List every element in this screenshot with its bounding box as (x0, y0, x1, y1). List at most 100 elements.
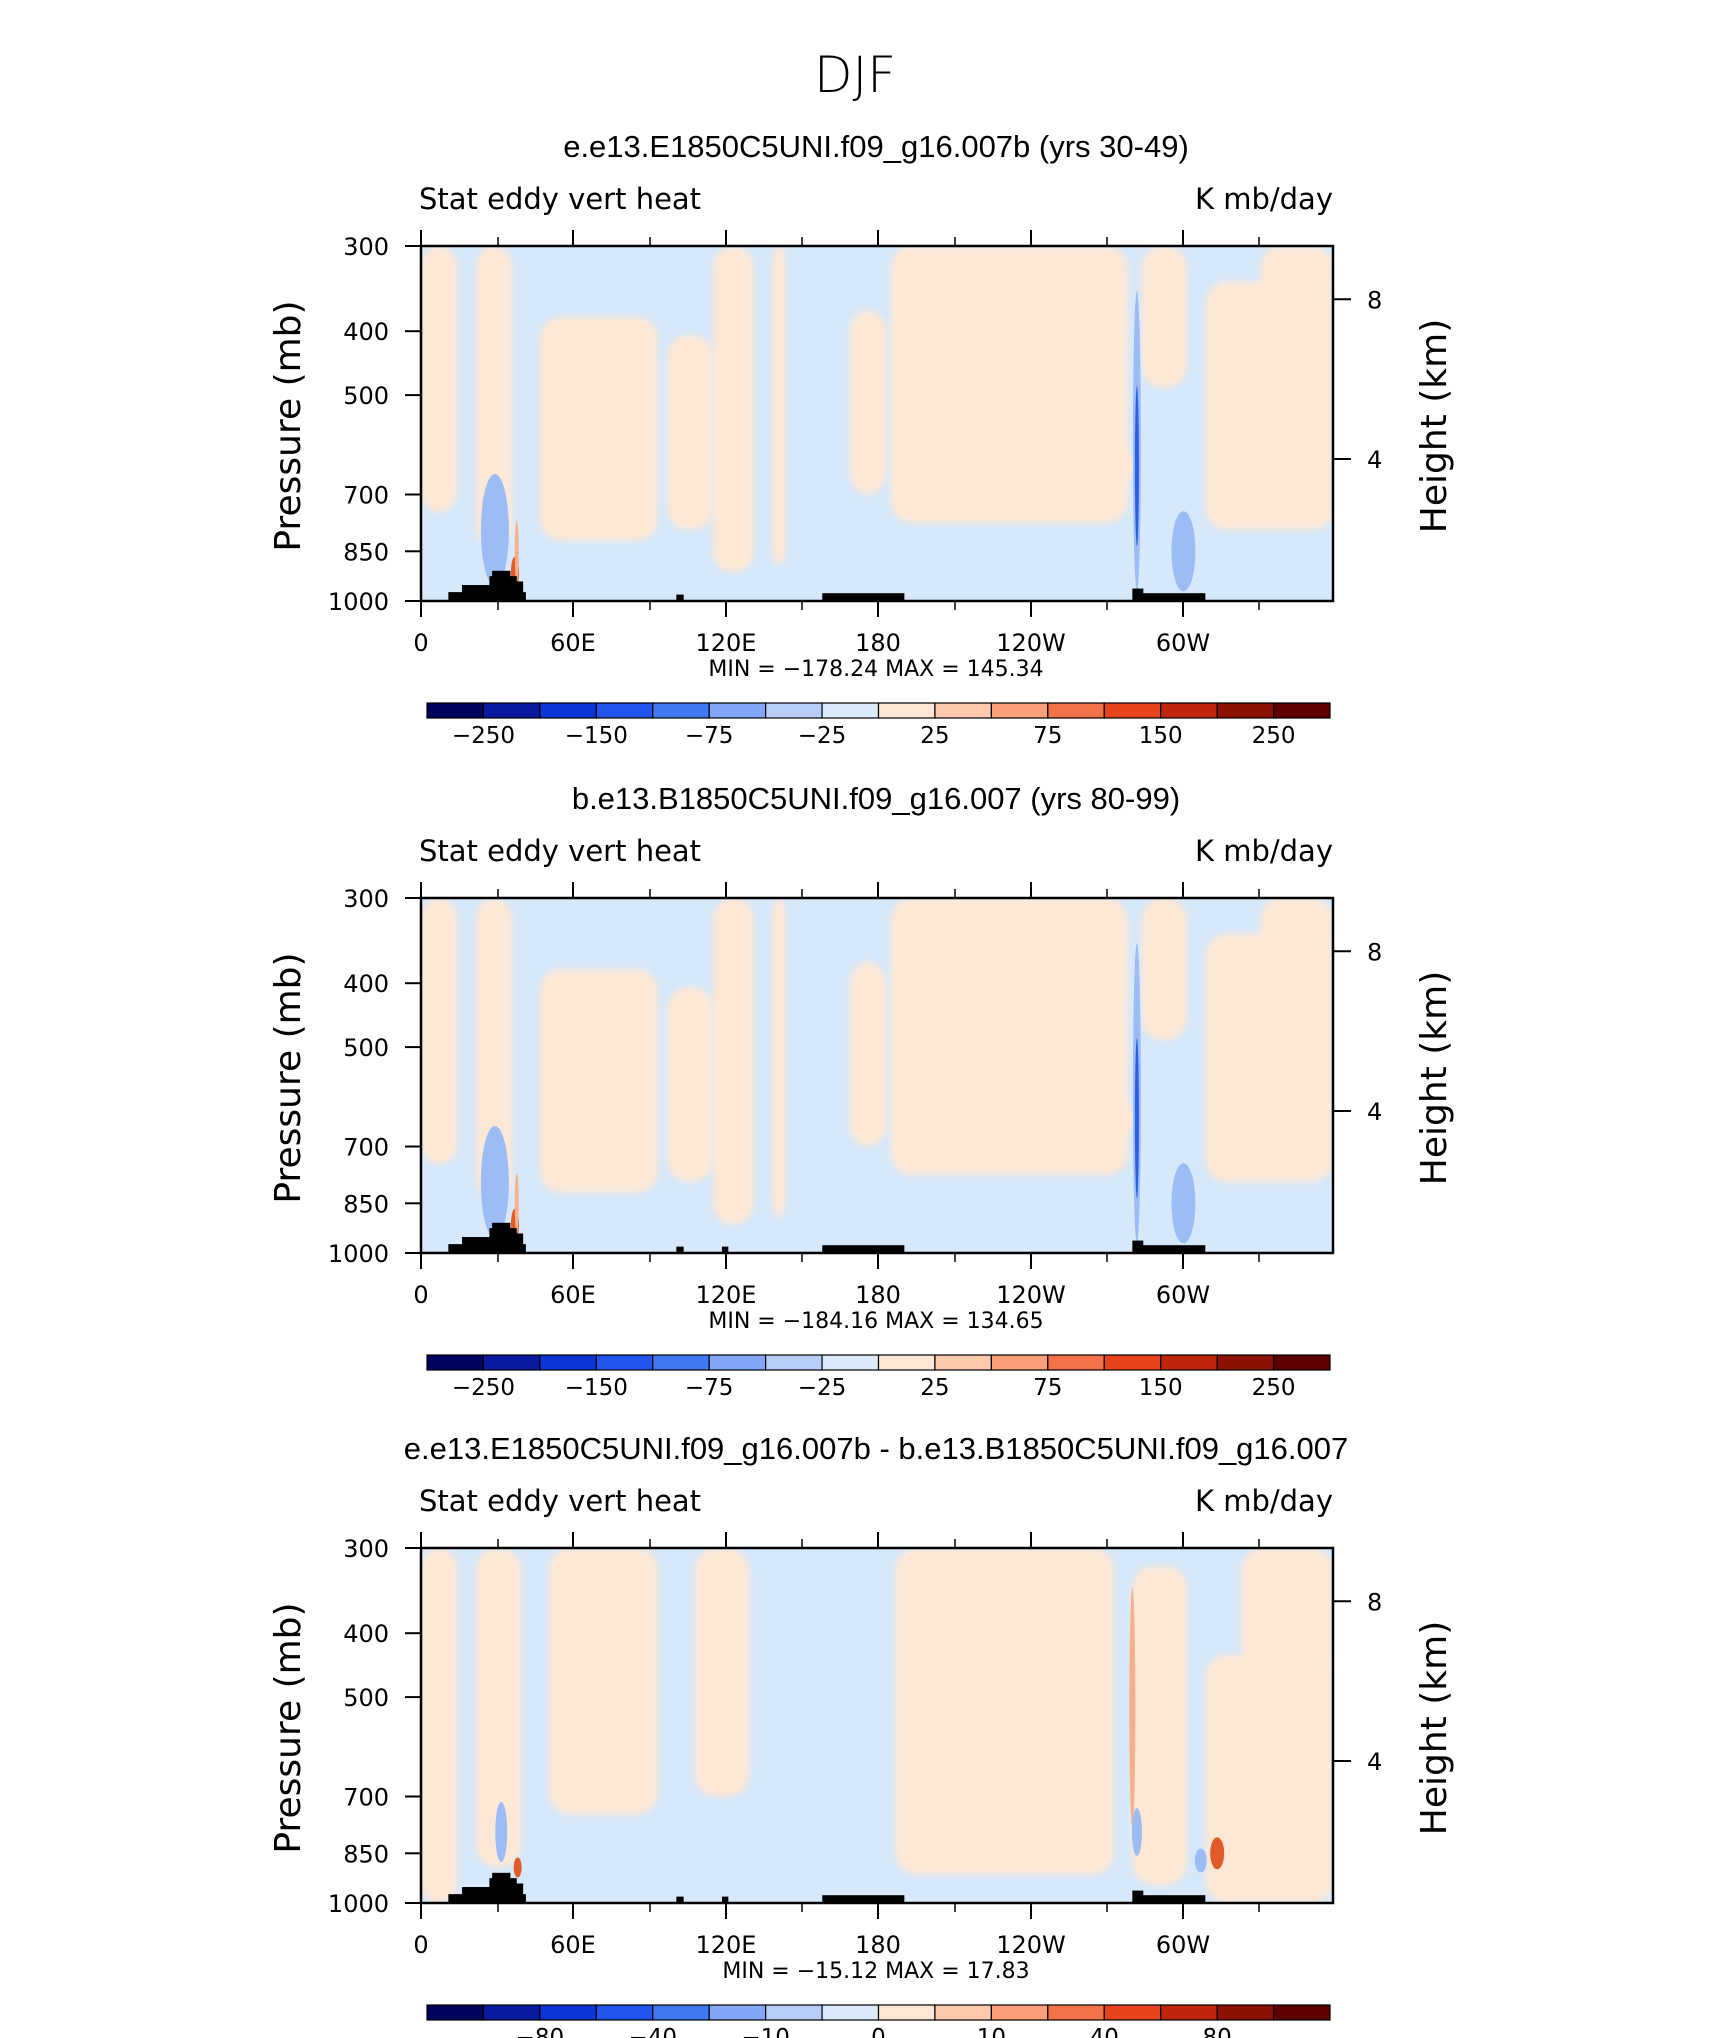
contour-feature (1194, 1848, 1207, 1873)
panel-title: b.e13.B1850C5UNI.f09_g16.007 (yrs 80-99) (572, 781, 1180, 816)
x-tick-label: 180 (855, 1281, 901, 1309)
topography (676, 1246, 684, 1253)
positive-region (895, 1548, 1115, 1875)
colorbar-box (1160, 702, 1218, 719)
y-axis-title: Pressure (mb) (268, 1602, 309, 1853)
x-tick-label: 120W (996, 1931, 1066, 1959)
colorbar-box (539, 2004, 597, 2021)
y-tick-label: 1000 (328, 588, 389, 616)
topography (1132, 1240, 1144, 1253)
y2-tick-label: 8 (1367, 938, 1382, 966)
y2-tick-label: 4 (1367, 1098, 1382, 1126)
y-tick-label: 850 (343, 1840, 389, 1868)
colorbar: −250 −150 −75 −25 25 75 150 250 (426, 702, 1331, 749)
colorbar-box (595, 1354, 654, 1371)
topography (822, 1245, 905, 1253)
y-tick-label: 500 (343, 1684, 389, 1712)
x-tick-label: 120W (996, 629, 1066, 657)
y-tick-label: 700 (343, 482, 389, 510)
topography (676, 1896, 684, 1903)
y2-axis-title: Height (km) (1414, 1621, 1455, 1835)
colorbar-label: 10 (977, 2025, 1006, 2038)
colorbar-box (877, 702, 936, 719)
contour-feature (1171, 1163, 1196, 1244)
positive-region (539, 969, 659, 1193)
colorbar-box (934, 2004, 992, 2021)
colorbar-box (652, 2004, 710, 2021)
contour-feature (480, 1126, 509, 1238)
contour-feature (480, 474, 509, 586)
colorbar-label: −25 (798, 723, 847, 749)
chart-panel-3: e.e13.E1850C5UNI.f09_g16.007b - b.e13.B1… (268, 1431, 1455, 2038)
topography (721, 1246, 729, 1253)
colorbar-label: 150 (1139, 1375, 1183, 1401)
colorbar-box (708, 1354, 767, 1371)
colorbar-box (877, 2004, 936, 2021)
positive-region (667, 986, 713, 1182)
x-tick-label: 120E (696, 1931, 757, 1959)
contour-feature (513, 1857, 522, 1878)
y-axis-title: Pressure (mb) (268, 300, 309, 551)
colorbar-box (708, 2004, 767, 2021)
positive-region (949, 441, 1133, 491)
y-tick-label: 300 (343, 885, 389, 913)
x-tick-label: 60E (550, 1281, 596, 1309)
colorbar-label: −10 (741, 2025, 790, 2038)
colorbar: −80 −40 −10 0 10 40 80 (426, 2004, 1331, 2038)
colorbar-box (990, 1354, 1049, 1371)
y-axis-title: Pressure (mb) (268, 952, 309, 1203)
colorbar-box (426, 1354, 485, 1371)
positive-region (421, 898, 458, 1165)
y-tick-label: 1000 (328, 1890, 389, 1918)
colorbar-box (765, 2004, 823, 2021)
x-tick-label: 120W (996, 1281, 1066, 1309)
colorbar-label: −75 (685, 1375, 734, 1401)
y-tick-label: 1000 (328, 1240, 389, 1268)
positive-region (667, 334, 713, 530)
contour-feature (514, 1173, 519, 1234)
positive-region (548, 1548, 659, 1815)
positive-region (949, 1093, 1133, 1143)
topography (1141, 1895, 1206, 1903)
chart-panel-2: b.e13.B1850C5UNI.f09_g16.007 (yrs 80-99)… (268, 781, 1455, 1401)
contour-feature (1129, 1587, 1136, 1828)
right-string: K mb/day (1195, 182, 1333, 216)
colorbar-box (1160, 2004, 1218, 2021)
colorbar-box (821, 702, 880, 719)
positive-region (475, 1548, 522, 1868)
contour-feature (1131, 1808, 1142, 1856)
colorbar-label: 40 (1090, 2025, 1119, 2038)
topography (492, 1222, 511, 1239)
colorbar-label: 25 (920, 1375, 949, 1401)
positive-region (1205, 1654, 1333, 1903)
x-tick-label: 60E (550, 629, 596, 657)
positive-region (421, 246, 458, 513)
colorbar-box (1103, 702, 1162, 719)
colorbar-box (539, 1354, 597, 1371)
positive-region (1205, 933, 1333, 1182)
colorbar-box (1272, 2004, 1331, 2021)
topography (721, 1896, 729, 1903)
colorbar-box (877, 1354, 936, 1371)
colorbar-box (1216, 2004, 1275, 2021)
topography (1132, 1890, 1144, 1903)
x-tick-label: 0 (413, 1931, 428, 1959)
x-tick-label: 180 (855, 629, 901, 657)
colorbar-label: −150 (565, 1375, 628, 1401)
colorbar-box (1103, 2004, 1162, 2021)
y-tick-label: 500 (343, 382, 389, 410)
positive-region (1260, 898, 1333, 952)
y-tick-label: 300 (343, 1535, 389, 1563)
positive-region (772, 246, 786, 566)
x-tick-label: 60E (550, 1931, 596, 1959)
colorbar-box (1272, 1354, 1331, 1371)
colorbar-box (1160, 1354, 1218, 1371)
colorbar-box (539, 702, 597, 719)
colorbar-label: −80 (516, 2025, 565, 2038)
positive-region (849, 309, 887, 495)
y-tick-label: 500 (343, 1034, 389, 1062)
y-tick-label: 700 (343, 1784, 389, 1812)
colorbar-box (1103, 1354, 1162, 1371)
topography (676, 594, 684, 601)
colorbar-box (426, 702, 485, 719)
